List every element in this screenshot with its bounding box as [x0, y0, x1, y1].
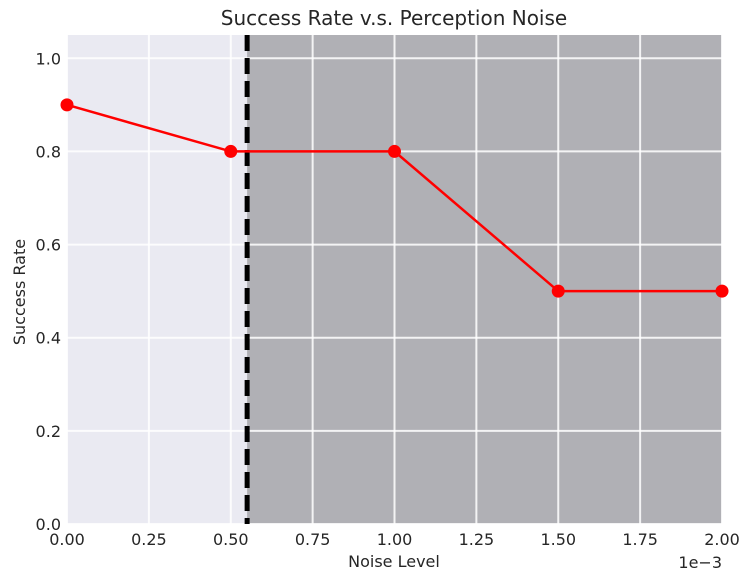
x-axis-label: Noise Level: [348, 552, 440, 571]
data-point: [224, 144, 238, 158]
x-tick-labels: 0.00 0.25 0.50 0.75 1.00 1.25 1.50 1.75 2.00: [49, 530, 740, 549]
y-tick-label: 0.4: [36, 329, 61, 348]
y-tick-labels: 0.0 0.2 0.4 0.6 0.8 1.0: [36, 49, 61, 534]
shaded-region: [247, 35, 722, 524]
data-point: [388, 144, 401, 158]
y-tick-label: 0.2: [36, 422, 61, 441]
data-point: [715, 284, 729, 298]
data-point: [60, 98, 74, 112]
y-tick-label: 0.6: [36, 236, 61, 255]
y-tick-label: 0.8: [36, 142, 61, 161]
x-tick-label: 0.50: [213, 530, 249, 549]
data-points: [60, 98, 729, 298]
y-axis-label: Success Rate: [10, 239, 29, 345]
y-tick-label: 1.0: [36, 49, 61, 68]
x-tick-label: 2.00: [704, 530, 740, 549]
x-tick-label: 1.50: [540, 530, 576, 549]
x-tick-label: 1.00: [377, 530, 413, 549]
chart-title: Success Rate v.s. Perception Noise: [221, 6, 567, 30]
x-tick-label: 1.75: [622, 530, 658, 549]
data-point: [551, 284, 565, 298]
x-tick-label: 0.75: [295, 530, 331, 549]
x-tick-label: 0.25: [131, 530, 167, 549]
x-tick-label: 0.00: [49, 530, 85, 549]
y-tick-label: 0.0: [36, 515, 61, 534]
x-offset-label: 1e−3: [678, 553, 722, 572]
x-tick-label: 1.25: [459, 530, 495, 549]
